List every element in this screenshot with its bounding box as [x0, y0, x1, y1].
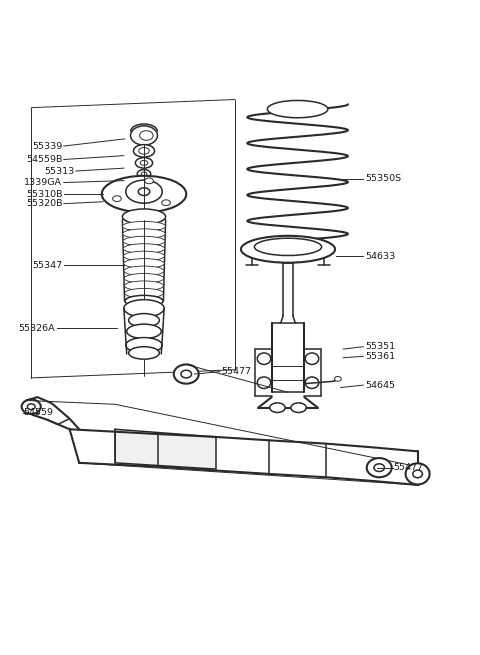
Text: 54633: 54633 — [365, 252, 395, 261]
Ellipse shape — [123, 236, 165, 246]
Text: 1339GA: 1339GA — [24, 178, 62, 187]
Ellipse shape — [257, 377, 271, 388]
Ellipse shape — [124, 259, 164, 268]
Ellipse shape — [126, 337, 162, 353]
Text: 55320B: 55320B — [26, 199, 62, 208]
Ellipse shape — [413, 470, 422, 477]
Ellipse shape — [367, 458, 392, 477]
Ellipse shape — [267, 100, 328, 118]
Ellipse shape — [124, 274, 164, 283]
Ellipse shape — [162, 200, 170, 206]
Ellipse shape — [126, 180, 162, 203]
Ellipse shape — [254, 238, 322, 255]
Text: 54559B: 54559B — [26, 155, 62, 164]
Ellipse shape — [129, 314, 159, 327]
Ellipse shape — [123, 244, 165, 253]
Ellipse shape — [127, 324, 161, 339]
Ellipse shape — [181, 370, 192, 378]
Ellipse shape — [123, 251, 165, 261]
Ellipse shape — [124, 266, 164, 276]
Ellipse shape — [138, 188, 150, 195]
Ellipse shape — [102, 176, 186, 212]
Ellipse shape — [305, 377, 319, 388]
Text: 55313: 55313 — [44, 166, 74, 176]
Ellipse shape — [129, 346, 159, 359]
Ellipse shape — [124, 281, 164, 291]
Ellipse shape — [122, 209, 166, 224]
Ellipse shape — [122, 221, 166, 231]
Ellipse shape — [144, 178, 153, 183]
Ellipse shape — [135, 158, 153, 168]
Ellipse shape — [27, 404, 35, 409]
Ellipse shape — [305, 353, 319, 364]
Text: 55339: 55339 — [32, 141, 62, 151]
Polygon shape — [115, 429, 216, 469]
Text: 55351: 55351 — [365, 342, 395, 351]
Text: 55326A: 55326A — [19, 324, 55, 333]
Ellipse shape — [139, 147, 149, 154]
Ellipse shape — [137, 170, 151, 178]
Text: 55361: 55361 — [365, 352, 395, 361]
Text: 54559: 54559 — [23, 409, 53, 417]
Ellipse shape — [406, 463, 430, 485]
Ellipse shape — [123, 229, 165, 238]
Ellipse shape — [335, 377, 341, 381]
Ellipse shape — [141, 172, 147, 176]
Ellipse shape — [291, 403, 306, 413]
Ellipse shape — [125, 296, 163, 305]
Ellipse shape — [374, 464, 384, 472]
Ellipse shape — [133, 145, 155, 157]
Ellipse shape — [22, 400, 41, 414]
Ellipse shape — [140, 160, 148, 165]
Text: 55477: 55477 — [221, 367, 251, 376]
Ellipse shape — [124, 299, 164, 317]
Ellipse shape — [241, 236, 335, 263]
Ellipse shape — [125, 295, 163, 307]
Ellipse shape — [113, 196, 121, 202]
Ellipse shape — [257, 353, 271, 364]
Ellipse shape — [174, 364, 199, 384]
Text: 55347: 55347 — [32, 261, 62, 270]
Text: 55350S: 55350S — [365, 174, 401, 183]
Text: 55310B: 55310B — [26, 189, 62, 198]
Text: 54645: 54645 — [365, 381, 395, 390]
Ellipse shape — [125, 288, 163, 298]
Ellipse shape — [270, 403, 285, 413]
Ellipse shape — [131, 126, 157, 145]
Text: 55477: 55477 — [394, 463, 423, 472]
